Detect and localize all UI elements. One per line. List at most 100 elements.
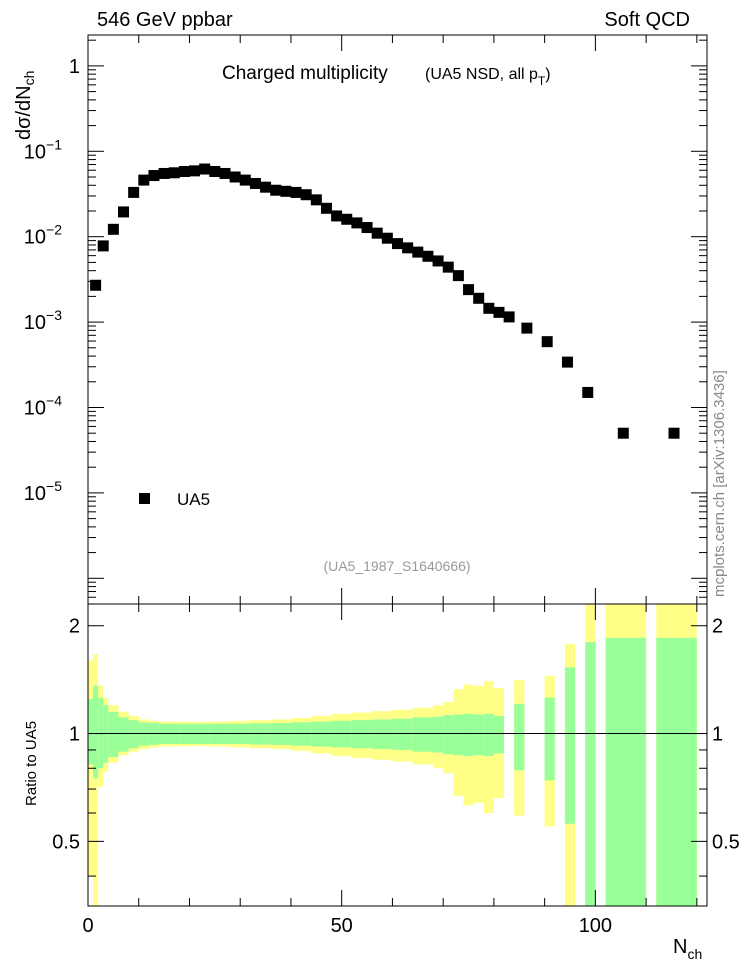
- ratio-ytick-label-right-1: 1: [712, 724, 723, 746]
- ratio-ytick-label-right-2: 2: [712, 616, 723, 638]
- data-point-21: [300, 189, 312, 201]
- ratio-stat-band-1: [93, 685, 99, 779]
- data-point-20: [290, 186, 302, 198]
- main-ytick-label-1: 10−1: [24, 136, 62, 163]
- data-point-12: [209, 165, 221, 177]
- main-plot-frame: [87, 34, 708, 605]
- ratio-stat-band-21: [412, 717, 434, 752]
- ratio-ytick-label-right-0: 0.5: [712, 831, 740, 853]
- ratio-stat-band-33: [605, 637, 647, 906]
- data-point-17: [260, 181, 272, 193]
- main-y-axis-label: dσ/dNch: [13, 71, 37, 140]
- ratio-bands: [88, 604, 697, 906]
- ratio-stat-band-34: [656, 637, 697, 906]
- data-point-34: [432, 255, 444, 267]
- data-point-9: [178, 165, 190, 177]
- ratio-stat-band-29: [514, 703, 525, 771]
- ratio-stat-band-31: [564, 667, 576, 824]
- data-point-3: [118, 206, 130, 218]
- ratio-ytick-label-left-1: 1: [69, 724, 80, 746]
- data-point-31: [402, 242, 414, 254]
- ratio-stat-band-6: [128, 720, 139, 749]
- data-point-45: [582, 386, 594, 398]
- main-ytick-label-0: 1: [69, 56, 80, 78]
- ratio-stat-band-4: [108, 711, 119, 758]
- data-point-23: [320, 202, 332, 214]
- ratio-stat-band-5: [118, 717, 129, 752]
- main-ytick-label-4: 10−4: [24, 392, 62, 419]
- ratio-stat-band-28: [493, 715, 505, 754]
- ratio-stat-band-32: [585, 642, 596, 906]
- side-source-label: mcplots.cern.ch [arXiv:1306.3436]: [711, 370, 728, 597]
- data-points: [90, 163, 680, 439]
- data-point-39: [483, 302, 495, 314]
- ratio-stat-band-17: [331, 720, 352, 748]
- data-point-16: [249, 177, 261, 189]
- ratio-stat-band-24: [453, 714, 464, 756]
- data-point-6: [148, 170, 160, 182]
- data-point-30: [392, 238, 403, 250]
- data-point-27: [361, 222, 373, 234]
- ratio-y-ticks: 0.5 0.5 1 1 2 2: [52, 616, 740, 877]
- data-point-28: [371, 227, 383, 239]
- ratio-stat-band-20: [392, 718, 413, 750]
- main-ytick-label-2: 10−2: [24, 222, 62, 249]
- data-point-32: [412, 246, 424, 258]
- header-left-label: 546 GeV ppbar: [97, 9, 233, 31]
- main-plot-title: Charged multiplicity: [222, 63, 388, 84]
- data-point-26: [351, 217, 363, 229]
- data-point-0: [90, 279, 102, 291]
- xtick-label-2: 100: [579, 915, 612, 937]
- ratio-ytick-label-left-2: 2: [69, 616, 80, 638]
- data-point-24: [331, 210, 343, 222]
- ratio-stat-band-2: [98, 697, 104, 769]
- data-point-46: [617, 427, 629, 439]
- data-point-43: [541, 336, 553, 348]
- data-point-37: [463, 284, 475, 296]
- x-ticks: 0 50 100: [82, 35, 698, 937]
- data-point-35: [442, 261, 454, 273]
- main-ytick-label-5: 10−5: [24, 478, 62, 505]
- data-point-41: [503, 311, 515, 323]
- ratio-stat-band-23: [443, 715, 454, 755]
- data-point-14: [229, 171, 241, 183]
- data-point-22: [310, 194, 322, 206]
- data-point-19: [280, 185, 292, 197]
- data-point-38: [473, 292, 485, 304]
- data-point-47: [668, 427, 680, 439]
- data-point-29: [381, 232, 393, 244]
- ratio-y-axis-label: Ratio to UA5: [23, 721, 40, 806]
- x-axis-label: Nch: [673, 936, 702, 962]
- ratio-total-band-1: [93, 653, 99, 906]
- data-point-8: [168, 167, 180, 179]
- data-point-25: [341, 213, 353, 225]
- ratio-stat-band-27: [483, 713, 494, 757]
- xtick-label-1: 50: [331, 915, 353, 937]
- data-point-44: [561, 356, 573, 368]
- ratio-stat-band-18: [351, 720, 373, 749]
- data-point-1: [97, 240, 109, 252]
- data-point-11: [199, 163, 211, 175]
- ratio-plot-frame: [87, 603, 708, 907]
- ratio-stat-band-0: [88, 698, 94, 765]
- data-point-36: [452, 270, 464, 282]
- data-point-18: [270, 184, 282, 196]
- legend-label-ua5: UA5: [177, 490, 210, 509]
- main-y-ticks: 1 10−1 10−2 10−3 10−4 10−5: [24, 39, 707, 605]
- ratio-stat-band-22: [433, 716, 444, 753]
- header-right-label: Soft QCD: [604, 9, 690, 31]
- xtick-label-0: 0: [82, 915, 93, 937]
- main-plot-subtitle: (UA5 NSD, all pT): [425, 66, 551, 88]
- data-point-5: [138, 174, 150, 186]
- data-point-13: [219, 167, 231, 179]
- data-point-33: [422, 250, 434, 262]
- data-point-40: [493, 306, 505, 318]
- data-point-10: [189, 165, 201, 177]
- data-point-4: [128, 186, 140, 198]
- analysis-watermark: (UA5_1987_S1640666): [323, 558, 470, 574]
- data-point-7: [158, 167, 170, 179]
- legend-marker-ua5: [139, 493, 150, 504]
- ratio-ytick-label-left-0: 0.5: [52, 831, 80, 853]
- ratio-stat-band-26: [473, 714, 484, 756]
